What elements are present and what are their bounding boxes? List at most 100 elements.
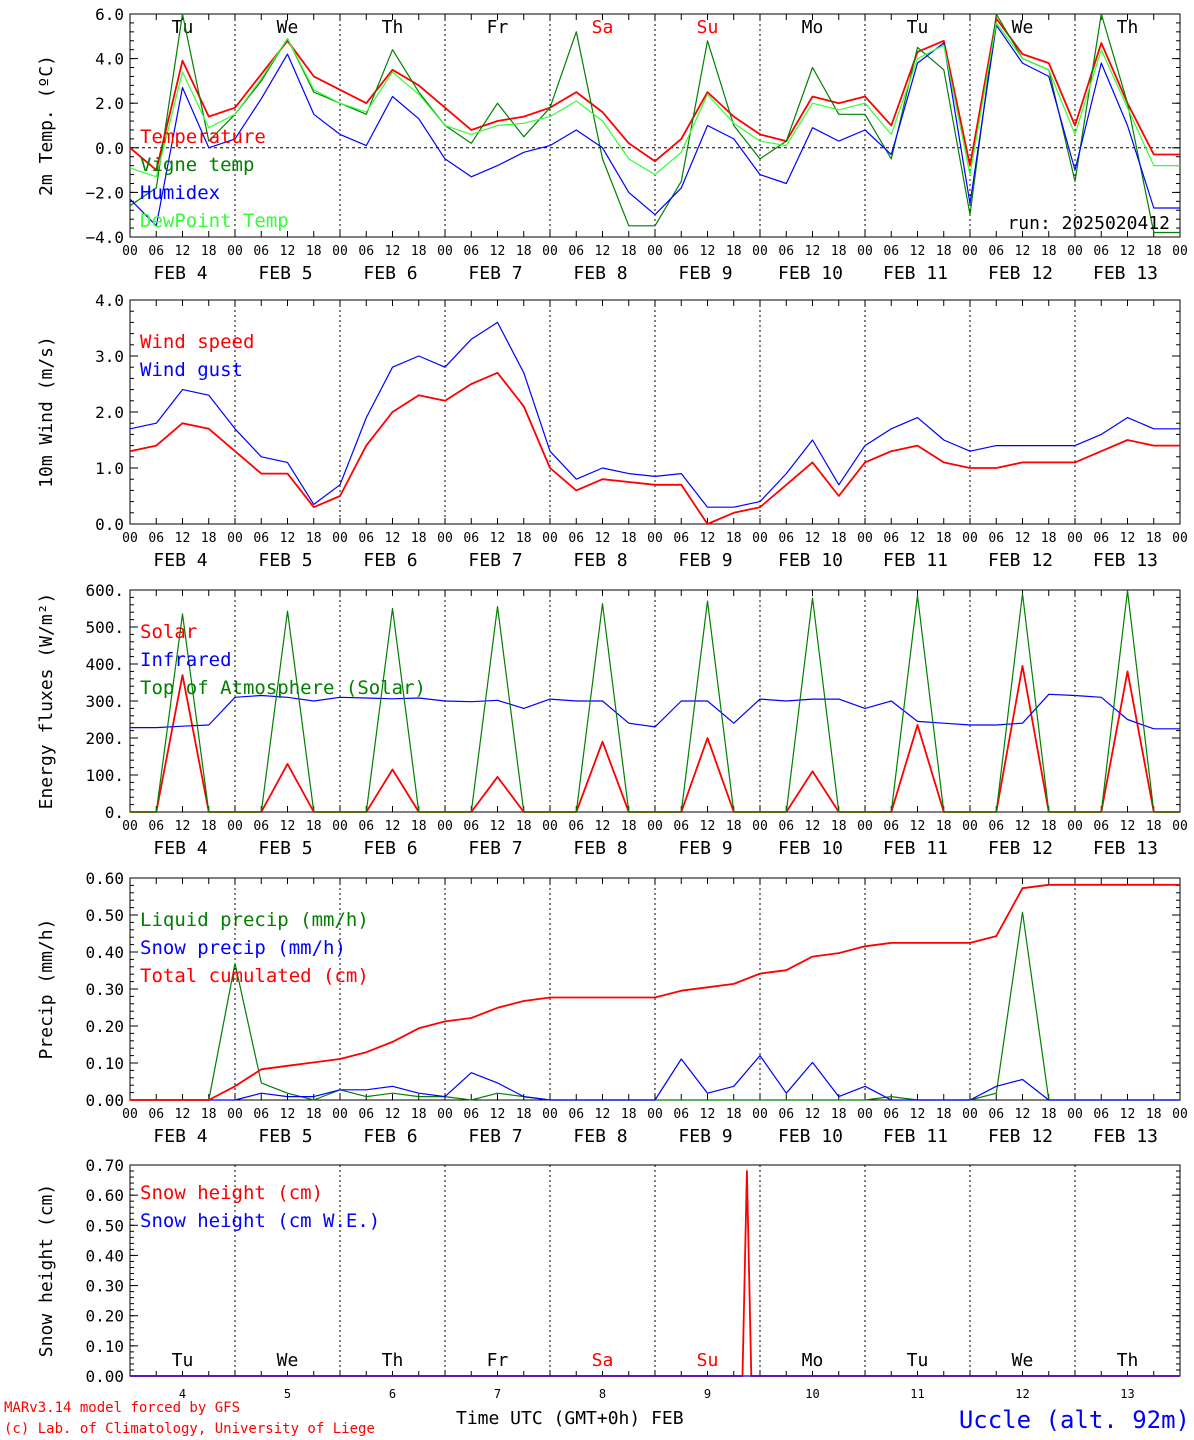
wind-xtick-label: 12: [385, 531, 401, 546]
precip-xtick-label: 12: [385, 1107, 401, 1122]
precip-date-label: FEB 13: [1093, 1126, 1158, 1147]
wind-xtick-label: 00: [332, 531, 348, 546]
temp-xtick-label: 12: [1015, 244, 1031, 259]
station-label: Uccle (alt. 92m): [959, 1406, 1190, 1434]
snow-ytick-label: 0.10: [85, 1337, 124, 1356]
temp-weekday-label: We: [1012, 17, 1034, 38]
temp-xtick-label: 12: [175, 244, 191, 259]
precip-xtick-label: 18: [306, 1107, 322, 1122]
wind-ytick-label: 4.0: [95, 291, 124, 310]
precip-legend-entry: Total cumulated (cm): [140, 965, 369, 987]
flux-xtick-label: 00: [1067, 819, 1083, 834]
precip-xtick-label: 00: [122, 1107, 138, 1122]
precip-xtick-label: 00: [752, 1107, 768, 1122]
precip-ytick-label: 0.60: [85, 869, 124, 888]
precip-xtick-label: 12: [700, 1107, 716, 1122]
flux-xtick-label: 06: [568, 819, 584, 834]
wind-xtick-label: 00: [647, 531, 663, 546]
temp-weekday-label: Fr: [487, 17, 509, 38]
flux-legend-entry: Top of Atmosphere (Solar): [140, 677, 426, 699]
flux-ytick-label: 400.: [85, 655, 124, 674]
temp-xtick-label: 18: [831, 244, 847, 259]
flux-xtick-label: 12: [280, 819, 296, 834]
wind-xtick-label: 18: [1041, 531, 1057, 546]
temp-date-label: FEB 13: [1093, 263, 1158, 284]
flux-date-label: FEB 13: [1093, 838, 1158, 859]
flux-xtick-label: 18: [306, 819, 322, 834]
snow-weekday-label: Tu: [907, 1350, 929, 1371]
precip-series-line: [130, 1054, 1180, 1101]
temp-legend-entry: Vigne temp: [140, 154, 254, 176]
wind-xtick-label: 06: [1093, 531, 1109, 546]
flux-series-line: [130, 693, 1180, 730]
flux-xtick-label: 06: [988, 819, 1004, 834]
temp-xtick-label: 00: [1067, 244, 1083, 259]
snow-day-number: 8: [599, 1387, 606, 1401]
snow-ylabel: Snow height (cm): [36, 1184, 57, 1357]
snow-weekday-label: Th: [1117, 1350, 1139, 1371]
temp-weekday-label: Sa: [592, 17, 614, 38]
precip-xtick-label: 06: [1093, 1107, 1109, 1122]
flux-date-label: FEB 8: [573, 838, 627, 859]
flux-ytick-label: 300.: [85, 692, 124, 711]
snow-ytick-label: 0.60: [85, 1186, 124, 1205]
temp-ytick-label: 4.0: [95, 50, 124, 69]
wind-date-label: FEB 5: [258, 550, 312, 571]
temp-ytick-label: −2.0: [85, 183, 124, 202]
flux-xtick-label: 12: [490, 819, 506, 834]
temp-xtick-label: 06: [358, 244, 374, 259]
snow-day-number: 4: [179, 1387, 186, 1401]
snow-ytick-label: 0.50: [85, 1216, 124, 1235]
wind-ytick-label: 1.0: [95, 459, 124, 478]
flux-legend-entry: Infrared: [140, 649, 232, 671]
wind-xtick-label: 12: [1120, 531, 1136, 546]
temp-xtick-label: 06: [883, 244, 899, 259]
wind-xtick-label: 06: [148, 531, 164, 546]
temp-xtick-label: 18: [621, 244, 637, 259]
precip-ytick-label: 0.30: [85, 980, 124, 999]
precip-ylabel: Precip (mm/h): [36, 919, 57, 1060]
flux-xtick-label: 12: [175, 819, 191, 834]
snow-weekday-label: We: [1012, 1350, 1034, 1371]
precip-date-label: FEB 5: [258, 1126, 312, 1147]
temp-xtick-label: 18: [411, 244, 427, 259]
temp-xtick-label: 00: [647, 244, 663, 259]
flux-ylabel: Energy fluxes (W/m²): [36, 593, 57, 810]
wind-xtick-label: 06: [673, 531, 689, 546]
snow-legend-entry: Snow height (cm): [140, 1182, 323, 1204]
wind-xtick-label: 00: [1172, 531, 1188, 546]
wind-xtick-label: 00: [962, 531, 978, 546]
precip-xtick-label: 12: [490, 1107, 506, 1122]
flux-ytick-label: 100.: [85, 766, 124, 785]
temp-xtick-label: 06: [1093, 244, 1109, 259]
temp-xtick-label: 12: [280, 244, 296, 259]
temp-date-label: FEB 5: [258, 263, 312, 284]
precip-xtick-label: 12: [1120, 1107, 1136, 1122]
credit-line-2: (c) Lab. of Climatology, University of L…: [4, 1421, 375, 1437]
snow-ytick-label: 0.00: [85, 1367, 124, 1386]
precip-xtick-label: 12: [1015, 1107, 1031, 1122]
temp-xtick-label: 06: [988, 244, 1004, 259]
flux-ytick-label: 0.: [105, 803, 124, 822]
wind-xtick-label: 00: [542, 531, 558, 546]
precip-xtick-label: 12: [805, 1107, 821, 1122]
precip-xtick-label: 18: [831, 1107, 847, 1122]
temp-xtick-label: 06: [463, 244, 479, 259]
temp-panel: −4.0 −2.0 0.0 2.0 4.0 6.0 2m Temp. (ºC) 00 06 12 1…: [36, 5, 1188, 284]
flux-xtick-label: 18: [1041, 819, 1057, 834]
precip-ytick-label: 0.20: [85, 1017, 124, 1036]
temp-ylabel: 2m Temp. (ºC): [36, 55, 57, 196]
snow-weekday-label: Sa: [592, 1350, 614, 1371]
temp-date-label: FEB 9: [678, 263, 732, 284]
precip-xtick-label: 00: [857, 1107, 873, 1122]
flux-ytick-label: 600.: [85, 581, 124, 600]
snow-legend-entry: Snow height (cm W.E.): [140, 1210, 380, 1232]
wind-ytick-label: 2.0: [95, 403, 124, 422]
precip-xtick-label: 18: [726, 1107, 742, 1122]
precip-xtick-label: 18: [516, 1107, 532, 1122]
temp-xtick-label: 00: [1172, 244, 1188, 259]
snow-ytick-label: 0.20: [85, 1307, 124, 1326]
wind-xtick-label: 00: [122, 531, 138, 546]
flux-xtick-label: 00: [647, 819, 663, 834]
flux-xtick-label: 00: [437, 819, 453, 834]
